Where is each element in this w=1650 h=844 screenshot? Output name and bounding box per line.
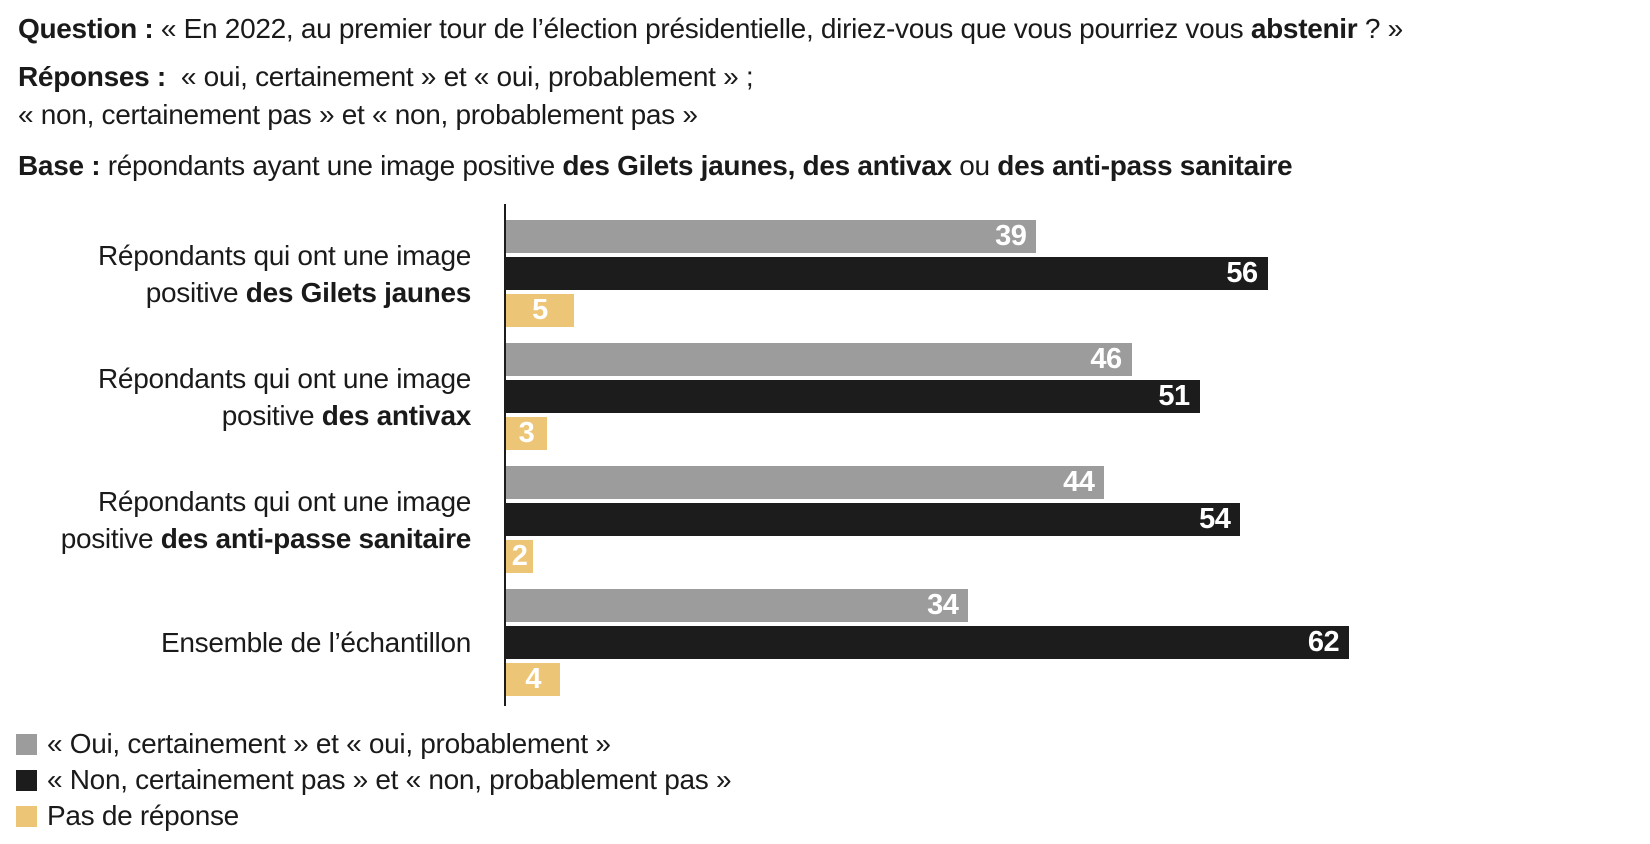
base-label: Base : [18, 150, 101, 181]
bar-series0-cat1: 46 [506, 343, 1132, 376]
bar-value-label: 44 [1063, 466, 1095, 498]
responses-text-2: « non, certainement pas » et « non, prob… [18, 99, 698, 130]
chart-group-2: Répondants qui ont une image positive des… [0, 466, 1650, 573]
base-bold-2: des anti-pass sanitaire [997, 150, 1293, 181]
category-label-line1: Répondants qui ont une image [98, 239, 471, 271]
category-label-line1: Répondants qui ont une image [98, 485, 471, 517]
question-text: « En 2022, au premier tour de l’élection… [153, 13, 1251, 44]
bar-value-label: 51 [1158, 380, 1190, 412]
legend-label-1: « Non, certainement pas » et « non, prob… [47, 764, 732, 795]
header: Question : « En 2022, au premier tour de… [0, 0, 1650, 185]
question-label: Question : [18, 13, 154, 44]
category-label-line1: Répondants qui ont une image [98, 362, 471, 394]
legend-label-2: Pas de réponse [47, 800, 239, 831]
bar-set-0: 39 56 5 [504, 220, 1650, 327]
bar-value-label: 4 [525, 663, 542, 695]
bar-series0-cat0: 39 [506, 220, 1037, 253]
bar-value-label: 5 [532, 294, 548, 326]
chart-group-1: Répondants qui ont une image positive des… [0, 343, 1650, 450]
legend-row-0: « Oui, certainement » et « oui, probable… [16, 726, 1650, 762]
bar-value-label: 2 [511, 540, 528, 572]
base-bold-1: des Gilets jaunes, des antivax [562, 150, 952, 181]
bar-set-3: 34 62 4 [504, 589, 1650, 696]
y-axis-line [504, 204, 506, 706]
chart-group-0: Répondants qui ont une image positive des… [0, 220, 1650, 327]
category-label-line2: positive des antivax [221, 399, 472, 431]
question-line: Question : « En 2022, au premier tour de… [18, 10, 1634, 48]
chart-legend: « Oui, certainement » et « oui, probable… [16, 726, 1650, 834]
bar-series1-cat2: 54 [506, 503, 1241, 536]
bar-set-2: 44 54 2 [504, 466, 1650, 573]
bar-chart: Répondants qui ont une image positive des… [0, 204, 1650, 706]
bar-series2-cat2: 2 [506, 540, 534, 573]
bar-series0-cat2: 44 [506, 466, 1105, 499]
legend-label-0: « Oui, certainement » et « oui, probable… [47, 728, 611, 759]
legend-row-1: « Non, certainement pas » et « non, prob… [16, 762, 1650, 798]
responses-text: « oui, certainement » et « oui, probable… [165, 61, 754, 92]
bar-value-label: 62 [1307, 626, 1340, 658]
bar-series2-cat1: 3 [506, 417, 547, 450]
question-text-end: ? » [1357, 13, 1403, 44]
bar-value-label: 54 [1199, 503, 1231, 535]
legend-swatch-icon [16, 769, 37, 791]
category-label-3: Ensemble de l’échantillon [0, 589, 504, 696]
bar-series1-cat0: 56 [506, 257, 1268, 290]
responses-line-2: « non, certainement pas » et « non, prob… [18, 96, 1634, 134]
category-label-1: Répondants qui ont une image positive des… [0, 343, 504, 450]
category-label-2: Répondants qui ont une image positive des… [0, 466, 504, 573]
bar-series2-cat0: 5 [506, 294, 574, 327]
category-label-line2: positive des anti-passe sanitaire [60, 522, 472, 554]
bar-value-label: 56 [1226, 257, 1258, 289]
legend-swatch-icon [16, 805, 37, 827]
legend-row-2: Pas de réponse [16, 798, 1650, 834]
legend-swatch-icon [16, 733, 37, 755]
bar-value-label: 3 [518, 417, 535, 449]
question-bold-word: abstenir [1250, 13, 1358, 44]
bar-value-label: 39 [995, 220, 1027, 252]
bar-series2-cat3: 4 [506, 663, 561, 696]
category-label-0: Répondants qui ont une image positive des… [0, 220, 504, 327]
chart-group-3: Ensemble de l’échantillon 34 62 4 [0, 589, 1650, 696]
responses-line-1: Réponses : « oui, certainement » et « ou… [18, 58, 1634, 96]
bar-series0-cat3: 34 [506, 589, 969, 622]
base-text: répondants ayant une image positive [100, 150, 563, 181]
bar-series1-cat3: 62 [506, 626, 1350, 659]
bar-value-label: 34 [927, 589, 959, 621]
base-line: Base : répondants ayant une image positi… [18, 147, 1634, 185]
category-label-line2: positive des Gilets jaunes [145, 276, 472, 308]
category-label-line2: Ensemble de l’échantillon [160, 627, 471, 658]
bar-value-label: 46 [1090, 343, 1122, 375]
bar-set-1: 46 51 3 [504, 343, 1650, 450]
bar-series1-cat1: 51 [506, 380, 1200, 413]
base-text-2: ou [951, 150, 998, 181]
responses-label: Réponses : [18, 61, 166, 92]
